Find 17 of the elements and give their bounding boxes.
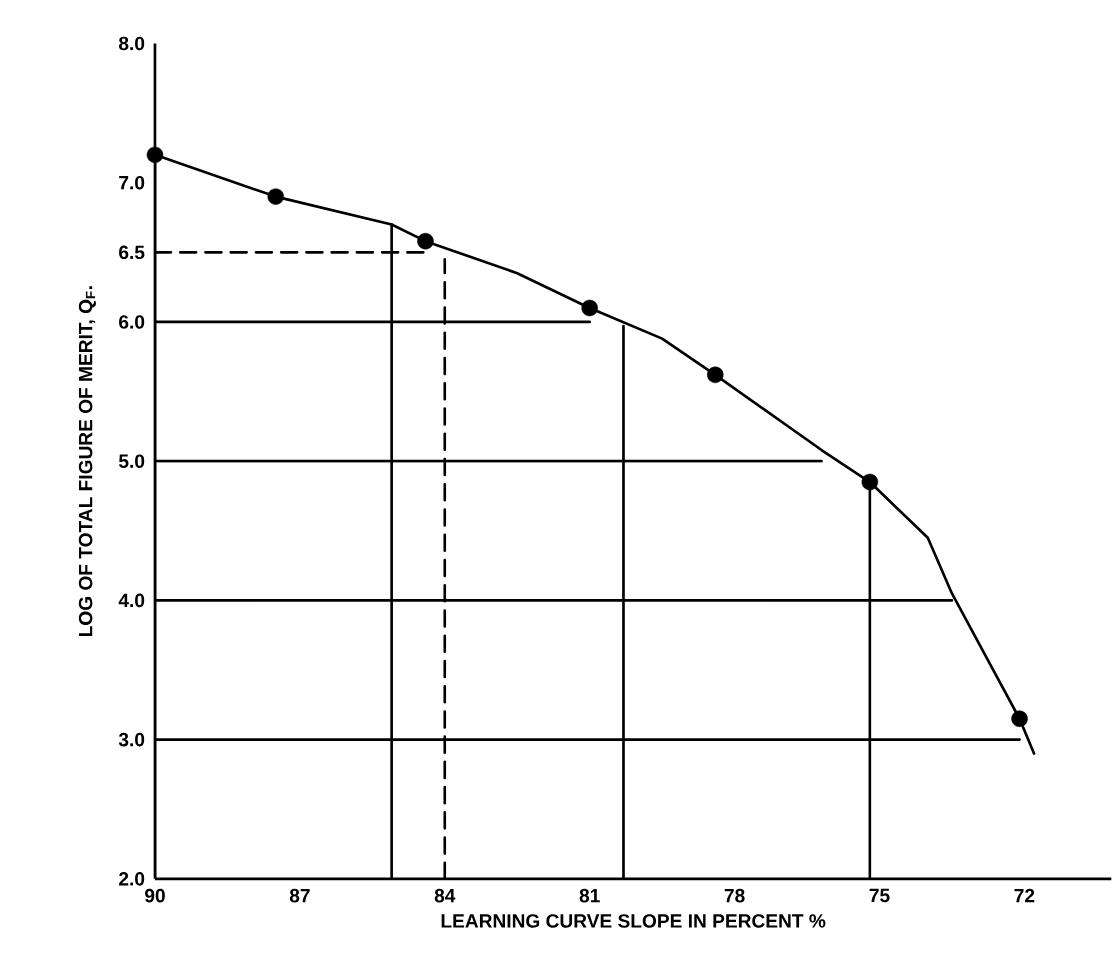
y-axis-title: LOG OF TOTAL FIGURE OF MERIT, Q$_{F}$. (78, 286, 96, 636)
y-tick-label: 6.0 (119, 314, 145, 329)
y-tick-label: 7.0 (119, 175, 145, 190)
x-tick-label: 87 (289, 888, 310, 903)
y-tick-label: 2.0 (119, 871, 145, 886)
y-tick-label: 3.0 (118, 732, 145, 747)
x-axis-title: LEARNING CURVE SLOPE IN PERCENT % (441, 913, 826, 928)
y-tick-label: 6.5 (119, 245, 145, 259)
x-tick-label: 84 (434, 888, 456, 903)
y-tick-label: 8.0 (118, 36, 145, 51)
y-tick-label: 4.0 (118, 593, 145, 607)
x-tick-label: 90 (145, 888, 165, 903)
x-tick-label: 75 (869, 888, 890, 902)
x-tick-label: 72 (1014, 888, 1035, 902)
x-tick-label: 78 (724, 888, 745, 903)
y-tick-label: 5.0 (118, 454, 145, 468)
x-tick-label: 81 (579, 888, 600, 903)
